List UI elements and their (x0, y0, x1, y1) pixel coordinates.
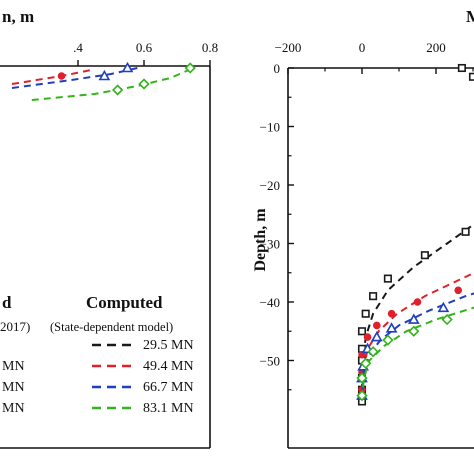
right-measured-point (385, 322, 398, 333)
right-measured-point (382, 334, 394, 346)
right-measured-point (373, 321, 381, 330)
left-measured-point (98, 69, 111, 81)
left-measured-point (111, 84, 124, 96)
right-y-tick-label: −30 (260, 237, 280, 252)
right-computed-line (361, 306, 474, 402)
right-measured-point (356, 372, 368, 384)
right-y-tick-label: 0 (274, 61, 281, 76)
right-measured-point (457, 63, 466, 73)
right-measured-point (454, 286, 463, 295)
right-y-tick-label: −40 (260, 295, 280, 310)
right-measured-point (360, 357, 372, 370)
legend-measured-label: MN (2, 359, 25, 374)
right-y-axis-title: Depth, m (252, 208, 269, 272)
left-panel: n, m .4 0.6 0.8 d Computed 2017) (State-de… (0, 7, 218, 449)
right-measured-point (408, 325, 420, 337)
right-measured-point (441, 313, 453, 326)
legend-computed-note: (State-dependent model) (50, 320, 173, 334)
right-measured-point (356, 389, 368, 402)
right-y-tick-label: −20 (260, 178, 280, 193)
right-measured-point (370, 330, 383, 342)
left-x-axis-title: n, m (2, 7, 34, 26)
right-y-tick-label: −50 (260, 354, 280, 369)
left-x-tick-label: 0.8 (202, 40, 218, 55)
legend-computed-header: Computed (86, 293, 163, 312)
left-computed-line (31, 67, 194, 101)
legend: d Computed 2017) (State-dependent model)… (0, 293, 194, 416)
right-x-tick-label: −200 (275, 40, 302, 55)
right-measured-point (461, 227, 470, 236)
left-x-ticks: .4 0.6 0.8 (73, 40, 218, 66)
legend-computed-label: 49.4 MN (143, 359, 194, 374)
right-x-tick-label: 0 (359, 40, 366, 55)
right-measured-point (361, 309, 370, 318)
left-measured-point (57, 72, 66, 80)
right-plot-area (356, 63, 474, 408)
legend-measured-header: d (2, 293, 12, 312)
right-measured-point (383, 274, 392, 283)
right-y-tick-label: −10 (260, 120, 280, 135)
legend-computed-label: 29.5 MN (143, 338, 194, 353)
right-measured-point (413, 298, 422, 306)
right-measured-point (357, 327, 367, 336)
right-measured-point (363, 333, 372, 341)
right-panel: M Depth, m −20002004000−10−20−30−40−50 (252, 7, 474, 449)
right-computed-line (361, 271, 474, 396)
right-measured-point (367, 346, 379, 358)
left-measured-point (138, 78, 150, 90)
right-measured-point (420, 251, 429, 260)
right-computed-line (361, 292, 474, 396)
legend-computed-label: 83.1 MN (143, 401, 194, 416)
left-x-tick-label: 0.6 (136, 40, 153, 55)
legend-measured-note: 2017) (0, 319, 30, 334)
left-x-tick-label: .4 (73, 40, 83, 55)
legend-rows: 29.5 MN MN 49.4 MN MN 66.7 MN MN 83.1 MN (2, 338, 194, 416)
legend-measured-label: MN (2, 401, 25, 416)
right-x-tick-label: 200 (426, 40, 446, 55)
right-measured-point (407, 313, 420, 324)
left-plot-area (11, 61, 196, 101)
right-axes: −20002004000−10−20−30−40−50 (260, 40, 474, 449)
right-x-axis-title: M (466, 7, 474, 26)
left-measured-point (184, 62, 196, 74)
legend-measured-label: MN (2, 380, 25, 395)
left-measured-point (121, 61, 134, 73)
right-measured-point (468, 72, 474, 81)
right-measured-point (387, 309, 396, 318)
legend-computed-label: 66.7 MN (143, 380, 194, 395)
right-measured-point (369, 292, 378, 301)
right-measured-point (437, 301, 450, 313)
left-computed-line (11, 67, 138, 89)
